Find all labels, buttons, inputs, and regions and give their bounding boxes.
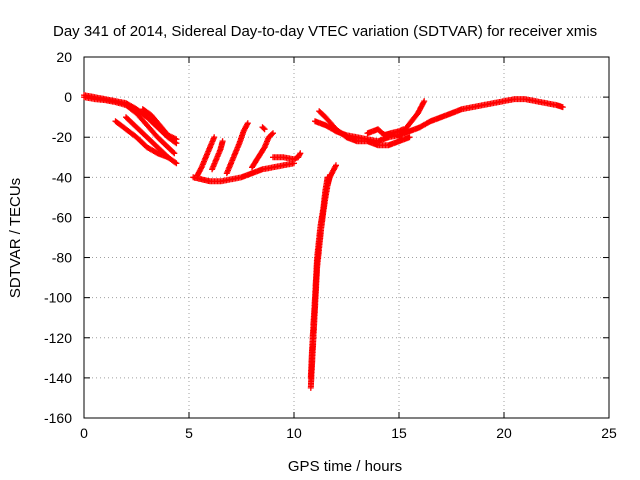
series-sat-track-l: [270, 150, 304, 163]
series-sat-track-h: [209, 138, 226, 173]
data-marker-path: [381, 126, 407, 139]
data-marker-path: [270, 150, 304, 163]
data-marker-path: [223, 120, 251, 177]
data-marker-path: [396, 98, 428, 141]
x-axis-label: GPS time / hours: [288, 458, 402, 475]
y-tick-label: 20: [56, 49, 72, 65]
data-marker-path: [249, 130, 276, 171]
x-tick-label: 25: [601, 425, 617, 441]
data-marker-path: [139, 106, 180, 143]
chart-title: Day 341 of 2014, Sidereal Day-to-day VTE…: [53, 23, 597, 40]
data-marker-path: [112, 118, 171, 161]
x-tick-label: 20: [496, 425, 512, 441]
series-sat-track-j: [249, 130, 276, 171]
y-tick-label: -120: [44, 330, 72, 346]
data-markers: [81, 92, 566, 391]
series-sat-track-p: [316, 108, 413, 149]
y-tick-label: -80: [52, 250, 72, 266]
y-tick-label: -160: [44, 410, 72, 426]
y-axis-label: SDTVAR / TECUs: [7, 178, 24, 298]
series-sat-track-r: [396, 98, 428, 141]
series-sat-track-f: [190, 160, 297, 185]
y-tick-label: -140: [44, 370, 72, 386]
data-marker-path: [194, 134, 218, 179]
series-sat-track-k: [259, 124, 268, 133]
series-sat-track-s: [381, 126, 407, 139]
x-tick-label: 10: [286, 425, 302, 441]
x-tick-label: 15: [391, 425, 407, 441]
data-marker-path: [307, 174, 331, 381]
x-tick-label: 0: [80, 425, 88, 441]
y-tick-label: -40: [52, 169, 72, 185]
data-marker-path: [316, 108, 413, 149]
axis-ticks: 0 5 10 15 20 25 -160 -140 -120 -100 -80 -60 -40 -20 0 2…: [44, 49, 617, 441]
y-tick-label: -20: [52, 129, 72, 145]
plot-frame: [83, 56, 610, 419]
series-sat-track-n: [307, 174, 331, 381]
series-sat-track-e: [139, 106, 180, 143]
data-marker-path: [209, 138, 226, 173]
x-tick-label: 5: [185, 425, 193, 441]
y-tick-label: -100: [44, 290, 72, 306]
series-sat-track-d: [112, 118, 171, 161]
grid: [84, 57, 609, 418]
y-tick-label: -60: [52, 209, 72, 225]
data-marker-path: [190, 160, 297, 185]
data-marker-path: [259, 124, 268, 133]
y-tick-label: 0: [64, 89, 72, 105]
series-sat-track-i: [223, 120, 251, 177]
series-sat-track-g: [194, 134, 218, 179]
